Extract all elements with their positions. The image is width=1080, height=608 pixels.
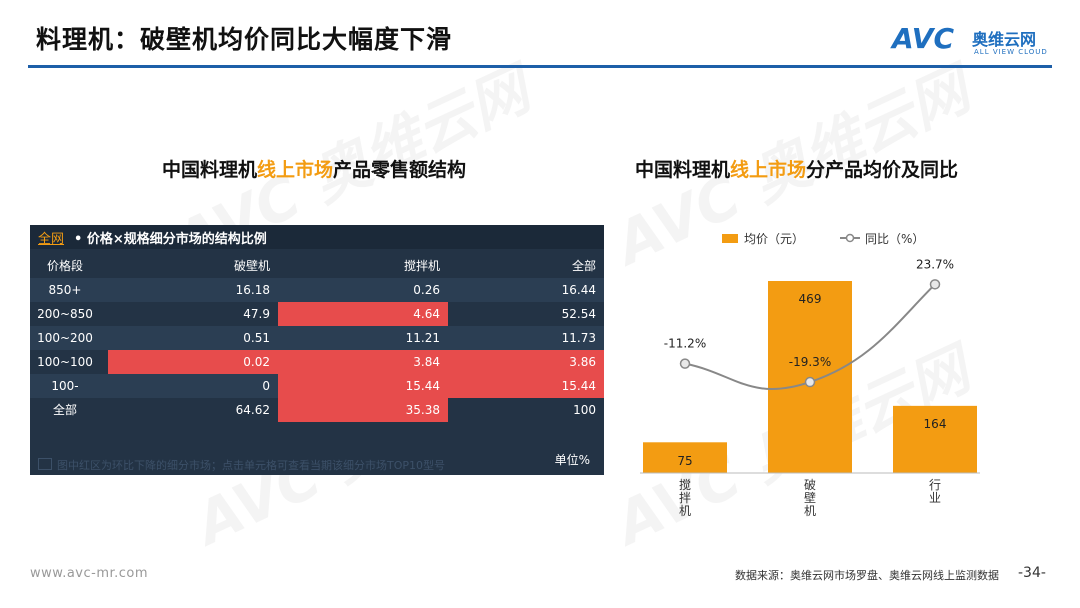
table-cell[interactable]: 47.9 — [243, 307, 270, 321]
table-row: 200~850 47.9 4.64 52.54 — [30, 302, 604, 326]
table-cell[interactable]: 15.44 — [448, 374, 604, 398]
yoy-point — [929, 279, 941, 290]
bar-value-label: 469 — [799, 292, 822, 306]
legend-marker-line — [845, 233, 855, 243]
table-cell[interactable]: 16.44 — [561, 283, 596, 297]
legend-swatch-bar — [722, 234, 738, 243]
table-cell[interactable]: 11.21 — [405, 331, 440, 345]
yoy-value-label: -11.2% — [664, 337, 706, 351]
price-yoy-chart: 均价（元） 同比（%） 75 469 164 搅拌机 破壁机 行业 -11.2% -19.3% 23… — [620, 220, 1060, 530]
bar-value-label: 164 — [924, 417, 947, 431]
yoy-point — [804, 376, 816, 388]
table-cell[interactable]: 64.62 — [235, 403, 270, 417]
column-header: 全部 — [571, 259, 596, 273]
table-unit: 单位% — [554, 453, 590, 467]
table-row: 850+ 16.18 0.26 16.44 — [30, 278, 604, 302]
row-label: 100~200 — [37, 331, 93, 345]
row-label: 全部 — [52, 403, 77, 417]
website: www.avc-mr.com — [30, 566, 149, 581]
legend-label-line: 同比（%） — [865, 232, 924, 246]
table-cell[interactable]: 16.18 — [235, 283, 270, 297]
table-cell[interactable]: 0.26 — [413, 283, 440, 297]
yoy-point — [679, 358, 691, 369]
row-label: 100~100 — [37, 355, 93, 369]
column-header: 价格段 — [46, 259, 83, 273]
yoy-value-label: -19.3% — [789, 355, 831, 369]
title-divider — [28, 65, 1052, 68]
x-tick-label: 破壁机 — [804, 477, 816, 518]
table-cell[interactable]: 0.51 — [243, 331, 270, 345]
table-note: 图中红区为环比下降的细分市场；点击单元格可查看当期该细分市场TOP10型号 — [38, 457, 445, 473]
row-label: 100- — [51, 379, 79, 393]
left-section-title: 中国料理机线上市场产品零售额结构 — [162, 159, 467, 181]
chart-svg: 均价（元） 同比（%） 75 469 164 搅拌机 破壁机 行业 -11.2% -19.3% 23… — [640, 232, 980, 518]
logo-cn-text: 奥维云网 — [972, 30, 1037, 49]
table-cell[interactable]: 52.54 — [561, 307, 596, 321]
table-row: 全部 64.62 35.38 100 — [30, 398, 604, 422]
row-label: 200~850 — [37, 307, 93, 321]
table-cell[interactable]: 15.44 — [278, 374, 448, 398]
logo-avc-text: AVC — [892, 22, 954, 55]
bar-0 — [643, 442, 727, 473]
note-icon — [38, 458, 52, 470]
logo-en-text: ALL VIEW CLOUD — [974, 48, 1048, 56]
column-header: 破壁机 — [233, 259, 270, 273]
table-cell[interactable]: 4.64 — [278, 302, 448, 326]
legend-label-bar: 均价（元） — [744, 232, 804, 246]
table-row: 100~100 0.02 3.84 3.86 — [30, 350, 604, 374]
column-header: 搅拌机 — [403, 259, 440, 273]
x-tick-label: 搅拌机 — [679, 477, 691, 518]
yoy-value-label: 23.7% — [916, 257, 954, 271]
table-cell[interactable]: 0.02 — [108, 350, 278, 374]
table-cell[interactable]: 35.38 — [278, 398, 448, 422]
bar-2 — [893, 405, 977, 473]
data-source: 数据来源：奥维云网市场罗盘、奥维云网线上监测数据 — [735, 569, 999, 582]
table-header-bar: 全网 • 价格×规格细分市场的结构比例 — [30, 225, 604, 249]
scope-link-all[interactable]: 全网 — [38, 232, 65, 247]
table-column-header-row: 价格段 破壁机 搅拌机 全部 — [30, 254, 604, 278]
right-section-title: 中国料理机线上市场分产品均价及同比 — [635, 159, 959, 181]
table-caption: • 价格×规格细分市场的结构比例 — [74, 232, 267, 247]
table-cell[interactable]: 3.86 — [448, 350, 604, 374]
bar-value-label: 75 — [677, 454, 692, 468]
table-cell[interactable]: 100 — [573, 403, 596, 417]
row-label: 850+ — [48, 283, 82, 297]
table-row: 100~200 0.51 11.21 11.73 — [30, 326, 604, 350]
page-title: 料理机：破壁机均价同比大幅度下滑 — [36, 25, 453, 54]
x-tick-label: 行业 — [929, 478, 941, 505]
table-cell[interactable]: 0 — [262, 379, 270, 393]
table-row: 100- 0 15.44 15.44 — [30, 374, 604, 398]
table-cell[interactable]: 3.84 — [278, 350, 448, 374]
table-cell[interactable]: 11.73 — [561, 331, 596, 345]
page-number: -34- — [1018, 565, 1046, 581]
structure-table: 全网 • 价格×规格细分市场的结构比例 价格段 破壁机 搅拌机 全部 850+ 16.18… — [30, 225, 604, 475]
